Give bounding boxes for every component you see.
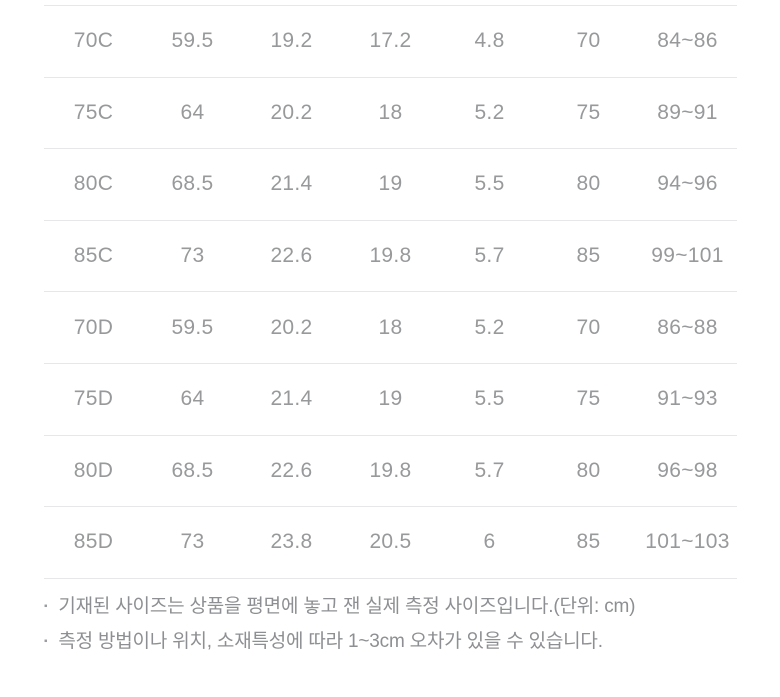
note-item: ▪ 측정 방법이나 위치, 소재특성에 따라 1~3cm 오차가 있을 수 있습…	[44, 624, 754, 659]
size-cell: 70D	[44, 291, 143, 364]
square-bullet-icon: ▪	[44, 636, 48, 647]
table-row: 70D 59.5 20.2 18 5.2 70 86~88	[44, 291, 737, 364]
measure-cell: 18	[341, 291, 440, 364]
range-cell: 96~98	[638, 435, 737, 508]
measure-cell: 20.5	[341, 506, 440, 579]
note-text: 기재된 사이즈는 상품을 평면에 놓고 잰 실제 측정 사이즈입니다.(단위: …	[58, 596, 636, 617]
measure-cell: 68.5	[143, 148, 242, 221]
measure-cell: 22.6	[242, 435, 341, 508]
measure-cell: 68.5	[143, 435, 242, 508]
measure-cell: 73	[143, 220, 242, 293]
table-row: 80C 68.5 21.4 19 5.5 80 94~96	[44, 148, 737, 221]
measure-cell: 19	[341, 363, 440, 436]
table-row: 80D 68.5 22.6 19.8 5.7 80 96~98	[44, 435, 737, 508]
range-cell: 86~88	[638, 291, 737, 364]
measure-cell: 59.5	[143, 291, 242, 364]
measure-cell: 80	[539, 435, 638, 508]
measure-cell: 64	[143, 363, 242, 436]
table-row: 85D 73 23.8 20.5 6 85 101~103	[44, 506, 737, 579]
size-cell: 85C	[44, 220, 143, 293]
measure-cell: 85	[539, 220, 638, 293]
measure-cell: 21.4	[242, 148, 341, 221]
measure-cell: 73	[143, 506, 242, 579]
note-text: 측정 방법이나 위치, 소재특성에 따라 1~3cm 오차가 있을 수 있습니다…	[58, 631, 603, 652]
measure-cell: 23.8	[242, 506, 341, 579]
size-cell: 70C	[44, 5, 143, 78]
table-row: 75C 64 20.2 18 5.2 75 89~91	[44, 77, 737, 150]
size-cell: 75C	[44, 77, 143, 150]
measure-cell: 19.8	[341, 435, 440, 508]
note-item: ▪ 기재된 사이즈는 상품을 평면에 놓고 잰 실제 측정 사이즈입니다.(단위…	[44, 589, 754, 624]
measure-cell: 59.5	[143, 5, 242, 78]
measure-cell: 20.2	[242, 291, 341, 364]
range-cell: 91~93	[638, 363, 737, 436]
measure-cell: 18	[341, 77, 440, 150]
measure-cell: 21.4	[242, 363, 341, 436]
range-cell: 89~91	[638, 77, 737, 150]
range-cell: 99~101	[638, 220, 737, 293]
measure-cell: 64	[143, 77, 242, 150]
measure-cell: 5.2	[440, 77, 539, 150]
table-row: 75D 64 21.4 19 5.5 75 91~93	[44, 363, 737, 436]
size-cell: 75D	[44, 363, 143, 436]
measure-cell: 20.2	[242, 77, 341, 150]
size-table-body: 70C 59.5 19.2 17.2 4.8 70 84~86 75C 64 2…	[44, 5, 737, 579]
measure-cell: 17.2	[341, 5, 440, 78]
measure-cell: 80	[539, 148, 638, 221]
measure-cell: 19	[341, 148, 440, 221]
measure-cell: 6	[440, 506, 539, 579]
measure-cell: 70	[539, 5, 638, 78]
measure-cell: 19.2	[242, 5, 341, 78]
measure-cell: 70	[539, 291, 638, 364]
measure-cell: 22.6	[242, 220, 341, 293]
table-row: 70C 59.5 19.2 17.2 4.8 70 84~86	[44, 5, 737, 78]
square-bullet-icon: ▪	[44, 601, 48, 612]
measure-cell: 5.2	[440, 291, 539, 364]
measure-cell: 4.8	[440, 5, 539, 78]
measure-cell: 75	[539, 77, 638, 150]
measure-cell: 5.5	[440, 363, 539, 436]
size-cell: 80C	[44, 148, 143, 221]
measure-cell: 75	[539, 363, 638, 436]
range-cell: 94~96	[638, 148, 737, 221]
measure-cell: 5.7	[440, 220, 539, 293]
measure-cell: 5.7	[440, 435, 539, 508]
size-table: 70C 59.5 19.2 17.2 4.8 70 84~86 75C 64 2…	[44, 5, 737, 579]
range-cell: 101~103	[638, 506, 737, 579]
measure-cell: 85	[539, 506, 638, 579]
measure-cell: 19.8	[341, 220, 440, 293]
measure-cell: 5.5	[440, 148, 539, 221]
range-cell: 84~86	[638, 5, 737, 78]
table-row: 85C 73 22.6 19.8 5.7 85 99~101	[44, 220, 737, 293]
size-cell: 85D	[44, 506, 143, 579]
size-cell: 80D	[44, 435, 143, 508]
size-notes: ▪ 기재된 사이즈는 상품을 평면에 놓고 잰 실제 측정 사이즈입니다.(단위…	[44, 589, 754, 659]
